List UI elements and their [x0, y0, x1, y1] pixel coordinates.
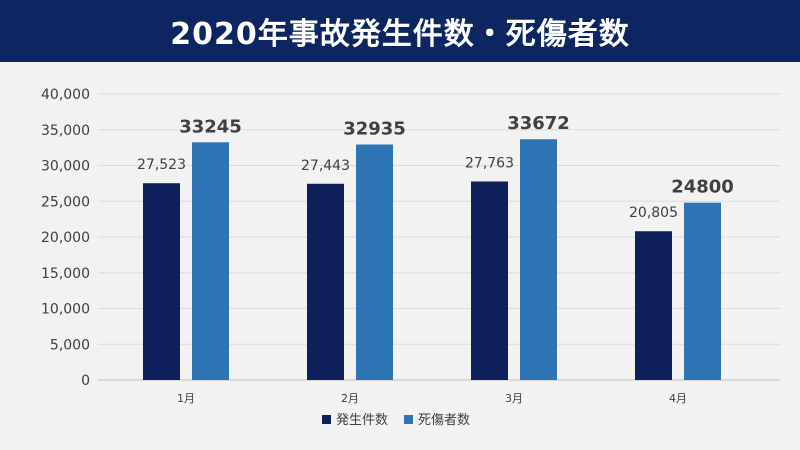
- x-tick-label: 3月: [505, 392, 523, 405]
- bar-casualties: [192, 142, 229, 380]
- bar-casualties: [356, 144, 393, 380]
- bar-accidents: [471, 181, 508, 380]
- data-label: 24800: [671, 177, 734, 198]
- bar-casualties: [684, 202, 721, 380]
- y-tick-label: 0: [81, 373, 90, 389]
- y-tick-label: 35,000: [41, 123, 90, 139]
- x-tick-label: 1月: [177, 392, 195, 405]
- y-tick-label: 5,000: [50, 337, 90, 353]
- chart-title: 2020年事故発生件数・死傷者数: [170, 17, 630, 52]
- y-tick-label: 20,000: [41, 230, 90, 246]
- data-label: 32935: [343, 119, 406, 140]
- data-label: 33672: [507, 113, 570, 134]
- bar-accidents: [635, 231, 672, 380]
- y-tick-label: 30,000: [41, 159, 90, 175]
- x-tick-label: 2月: [341, 392, 359, 405]
- bar-accidents: [307, 183, 344, 380]
- data-label: 27,763: [465, 155, 514, 171]
- y-tick-label: 25,000: [41, 194, 90, 210]
- x-tick-label: 4月: [669, 392, 687, 405]
- bars: [143, 139, 721, 380]
- legend-label: 死傷者数: [418, 413, 470, 428]
- legend-swatch: [404, 415, 413, 424]
- bar-chart: 0 5,000 10,000 15,000 20,000 25,000 30,000 35,0…: [41, 87, 780, 428]
- legend: 発生件数 死傷者数: [322, 413, 470, 428]
- y-axis: 0 5,000 10,000 15,000 20,000 25,000 30,000 35,0…: [41, 87, 90, 389]
- bar-accidents: [143, 183, 180, 380]
- y-tick-label: 40,000: [41, 87, 90, 103]
- legend-swatch: [322, 415, 331, 424]
- bar-casualties: [520, 139, 557, 380]
- title-bar: 2020年事故発生件数・死傷者数: [0, 0, 800, 62]
- data-labels: 27,523 33245 27,443 32935 27,763 33672 20,805 2…: [137, 113, 734, 221]
- x-axis: 1月 2月 3月 4月: [177, 392, 687, 405]
- y-tick-label: 10,000: [41, 302, 90, 318]
- data-label: 33245: [179, 116, 242, 137]
- chart-area: 0 5,000 10,000 15,000 20,000 25,000 30,000 35,0…: [0, 62, 800, 450]
- y-tick-label: 15,000: [41, 266, 90, 282]
- data-label: 27,443: [301, 158, 350, 174]
- data-label: 27,523: [137, 157, 186, 173]
- data-label: 20,805: [629, 205, 678, 221]
- legend-label: 発生件数: [336, 413, 388, 428]
